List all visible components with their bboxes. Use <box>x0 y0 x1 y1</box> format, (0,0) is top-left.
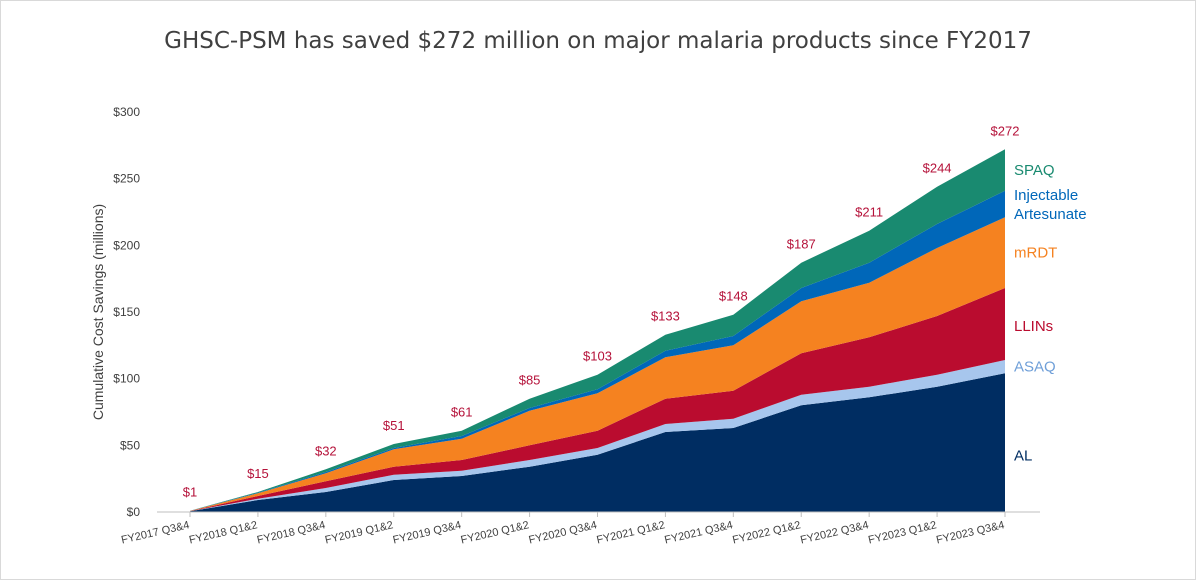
y-tick-label: $300 <box>113 105 140 119</box>
series-labels: AL ASAQ LLINs mRDT Injectable Artesunate SPAQ <box>1014 162 1087 465</box>
x-tick-label: FY2017 Q3&4 <box>120 519 191 546</box>
x-tick-label: FY2023 Q1&2 <box>867 519 938 546</box>
area-al <box>190 373 1005 512</box>
x-tick-label: FY2019 Q1&2 <box>324 519 395 546</box>
y-tick-label: $150 <box>113 305 140 319</box>
total-label: $148 <box>719 289 748 304</box>
x-tick-label: FY2020 Q3&4 <box>528 519 599 546</box>
area-asaq <box>190 360 1005 512</box>
x-tick-label: FY2021 Q3&4 <box>663 519 734 546</box>
series-label-asaq: ASAQ <box>1014 359 1056 376</box>
total-label: $1 <box>183 485 197 500</box>
x-tick-label: FY2020 Q1&2 <box>460 519 531 546</box>
x-tick-label: FY2022 Q3&4 <box>799 519 870 546</box>
series-label-injectable-artesunate: Injectable Artesunate <box>1014 187 1087 223</box>
total-label: $211 <box>855 205 883 220</box>
x-tick-label: FY2019 Q3&4 <box>392 519 463 546</box>
total-labels: $1 $15 $32 $51 $61 $85 $103 $133 $148 $187 $211 $24… <box>183 123 1020 499</box>
y-axis-title: Cumulative Cost Savings (millions) <box>90 204 106 420</box>
series-label-al: AL <box>1014 448 1032 465</box>
series-label-llins: LLINs <box>1014 318 1053 335</box>
total-label: $51 <box>383 418 405 433</box>
total-label: $244 <box>923 161 952 176</box>
y-tick-label: $200 <box>113 238 140 252</box>
series-label-spaq: SPAQ <box>1014 162 1055 179</box>
total-label: $15 <box>247 466 269 481</box>
x-tick-label: FY2023 Q3&4 <box>935 519 1006 546</box>
total-label: $187 <box>787 237 816 252</box>
y-tick-label: $100 <box>113 372 140 386</box>
total-label: $103 <box>583 349 612 364</box>
y-tick-label: $250 <box>113 172 140 186</box>
area-layers <box>190 149 1005 512</box>
x-tick-label: FY2018 Q1&2 <box>188 519 259 546</box>
y-tick-label: $0 <box>127 505 141 519</box>
total-label: $32 <box>315 443 337 458</box>
series-label-mrdt: mRDT <box>1014 245 1057 262</box>
x-tick-label: FY2022 Q1&2 <box>731 519 802 546</box>
x-tick-label: FY2018 Q3&4 <box>256 519 327 546</box>
y-tick-label: $50 <box>120 438 140 452</box>
total-label: $85 <box>519 373 541 388</box>
x-tick-label: FY2021 Q1&2 <box>595 519 666 546</box>
y-axis-ticks: $0 $50 $100 $150 $200 $250 $300 <box>113 105 140 519</box>
chart-title: GHSC-PSM has saved $272 million on major… <box>164 28 1032 54</box>
total-label: $61 <box>451 405 473 420</box>
total-label: $133 <box>651 309 680 324</box>
total-label: $272 <box>991 123 1020 138</box>
